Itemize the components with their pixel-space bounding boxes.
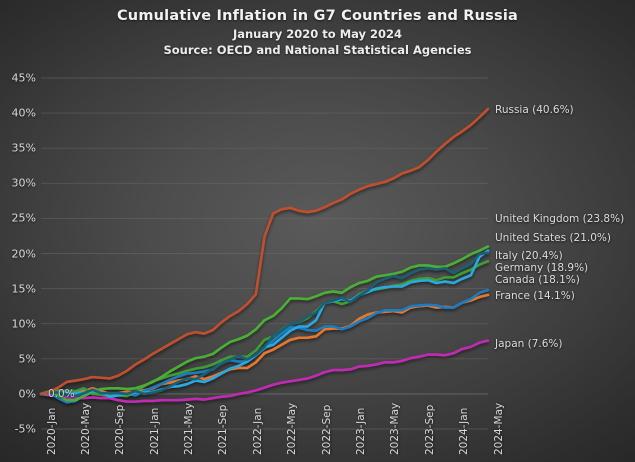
- x-tick-label: 2021-Sep: [217, 404, 230, 455]
- y-tick-label: 10%: [11, 317, 36, 331]
- series-label-united-states: United States (21.0%): [495, 232, 611, 244]
- series-label-italy: Italy (20.4%): [495, 250, 563, 262]
- y-tick-label: 45%: [11, 71, 36, 85]
- x-tick-label: 2024-Jan: [458, 407, 471, 455]
- y-tick-label: 35%: [11, 141, 36, 155]
- y-tick-label: 20%: [11, 247, 36, 260]
- x-tick-label: 2021-Jan: [148, 407, 161, 455]
- series-line-united-kingdom: [39, 251, 490, 398]
- grid-lines: [41, 77, 488, 430]
- y-tick-label: 30%: [11, 176, 36, 190]
- series-line-united-states: [39, 245, 490, 402]
- y-tick-label: 25%: [11, 211, 36, 225]
- x-tick-label: 2020-Sep: [114, 404, 127, 455]
- series-lines: [39, 107, 490, 404]
- series-label-russia: Russia (40.6%): [495, 104, 574, 116]
- series-line-japan: [39, 339, 490, 403]
- chart-source: Source: OECD and National Statistical Ag…: [163, 43, 472, 57]
- y-tick-label: 40%: [11, 106, 36, 120]
- series-label-canada: Canada (18.1%): [495, 274, 580, 286]
- series-label-japan: Japan (7.6%): [495, 338, 563, 350]
- x-tick-label: 2020-Jan: [45, 407, 58, 455]
- y-tick-label: 15%: [11, 282, 36, 296]
- series-label-united-kingdom: United Kingdom (23.8%): [495, 213, 625, 225]
- series-line-russia: [39, 107, 490, 396]
- x-tick-label: 2022-Jan: [251, 407, 264, 455]
- x-tick-label: 2021-May: [183, 402, 196, 455]
- chart-subtitle: January 2020 to May 2024: [232, 27, 403, 41]
- x-tick-label: 2020-May: [79, 402, 92, 455]
- x-tick-label: 2023-May: [389, 402, 402, 455]
- x-tick-label: 2023-Jan: [354, 407, 367, 455]
- origin-annotation: 0.0%: [48, 387, 75, 400]
- x-tick-label: 2022-May: [286, 402, 299, 455]
- x-tick-label: 2022-Sep: [320, 404, 333, 455]
- page-title: Cumulative Inflation in G7 Countries and…: [116, 8, 519, 24]
- y-tick-label: 5%: [18, 352, 36, 366]
- series-label-france: France (14.1%): [495, 290, 575, 302]
- x-tick-label: 2024-May: [492, 402, 505, 455]
- y-tick-label: -5%: [14, 422, 36, 436]
- chart-title-block: Cumulative Inflation in G7 Countries and…: [0, 6, 635, 58]
- series-label-germany: Germany (18.9%): [495, 262, 589, 274]
- y-tick-label: 0%: [18, 387, 36, 401]
- x-tick-label: 2023-Sep: [423, 404, 436, 455]
